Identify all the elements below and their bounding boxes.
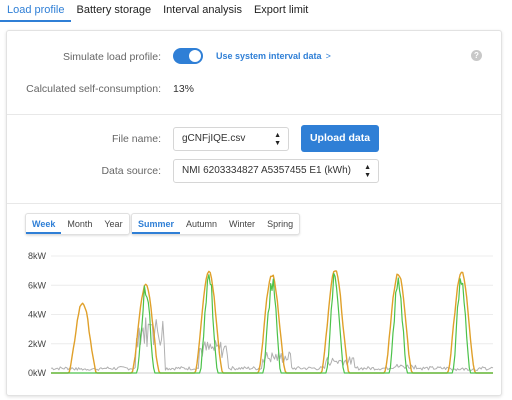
self-consumption-label: Calculated self-consumption: bbox=[26, 83, 161, 95]
data-source-label: Data source: bbox=[101, 165, 161, 177]
upload-data-button[interactable]: Upload data bbox=[301, 125, 379, 152]
file-name-label: File name: bbox=[111, 133, 161, 145]
season-autumn-button[interactable]: Autumn bbox=[186, 219, 218, 229]
consumption-series-line bbox=[50, 317, 494, 372]
y-axis-ticks: 0kW 2kW 4kW 6kW 8kW bbox=[28, 251, 47, 378]
self-consumed-series-line bbox=[51, 272, 493, 374]
toggle-knob bbox=[189, 50, 201, 62]
tab-export-limit[interactable]: Export limit bbox=[253, 4, 309, 16]
file-name-value: gCNFjIQE.csv bbox=[182, 133, 246, 144]
divider bbox=[7, 114, 501, 115]
period-filter: Week Month Year bbox=[25, 213, 130, 235]
select-arrows-icon: ▲ ▼ bbox=[364, 164, 371, 179]
season-spring-button[interactable]: Spring bbox=[267, 219, 294, 229]
tab-load-profile[interactable]: Load profile bbox=[0, 0, 71, 22]
y-tick-label: 8kW bbox=[28, 251, 47, 261]
chevron-right-icon: > bbox=[325, 51, 331, 61]
y-tick-label: 4kW bbox=[28, 310, 47, 320]
y-tick-label: 2kW bbox=[28, 339, 47, 349]
data-source-select[interactable]: NMI 6203334827 A5357455 E1 (kWh) ▲ ▼ bbox=[173, 159, 379, 183]
data-source-value: NMI 6203334827 A5357455 E1 (kWh) bbox=[182, 165, 351, 176]
chart-series bbox=[50, 270, 494, 374]
simulate-load-profile-toggle[interactable] bbox=[173, 48, 203, 64]
select-arrows-icon: ▲ ▼ bbox=[274, 132, 281, 147]
season-summer-button[interactable]: Summer bbox=[132, 214, 181, 234]
period-year-button[interactable]: Year bbox=[104, 219, 123, 229]
question-circle-icon[interactable]: ? bbox=[471, 50, 482, 61]
load-profile-chart: 0kW 2kW 4kW 6kW 8kW bbox=[28, 251, 494, 378]
load-profile-card: Simulate load profile: Use system interv… bbox=[6, 30, 502, 396]
use-system-interval-data-link[interactable]: Use system interval data > bbox=[216, 51, 331, 61]
tab-interval-analysis[interactable]: Interval analysis bbox=[163, 4, 242, 16]
period-month-button[interactable]: Month bbox=[67, 219, 93, 229]
self-consumption-value: 13% bbox=[173, 83, 195, 95]
period-week-button[interactable]: Week bbox=[26, 214, 62, 234]
simulate-load-profile-label: Simulate load profile: bbox=[62, 51, 161, 63]
tab-bar: Load profile Battery storage Interval an… bbox=[0, 0, 512, 22]
season-filter: Summer Autumn Winter Spring bbox=[131, 213, 301, 235]
y-tick-label: 0kW bbox=[28, 368, 47, 378]
divider bbox=[7, 203, 501, 204]
season-winter-button[interactable]: Winter bbox=[229, 219, 256, 229]
tab-battery-storage[interactable]: Battery storage bbox=[76, 4, 152, 16]
link-label: Use system interval data bbox=[216, 51, 322, 61]
file-name-select[interactable]: gCNFjIQE.csv ▲ ▼ bbox=[173, 127, 289, 151]
y-tick-label: 6kW bbox=[28, 280, 47, 290]
